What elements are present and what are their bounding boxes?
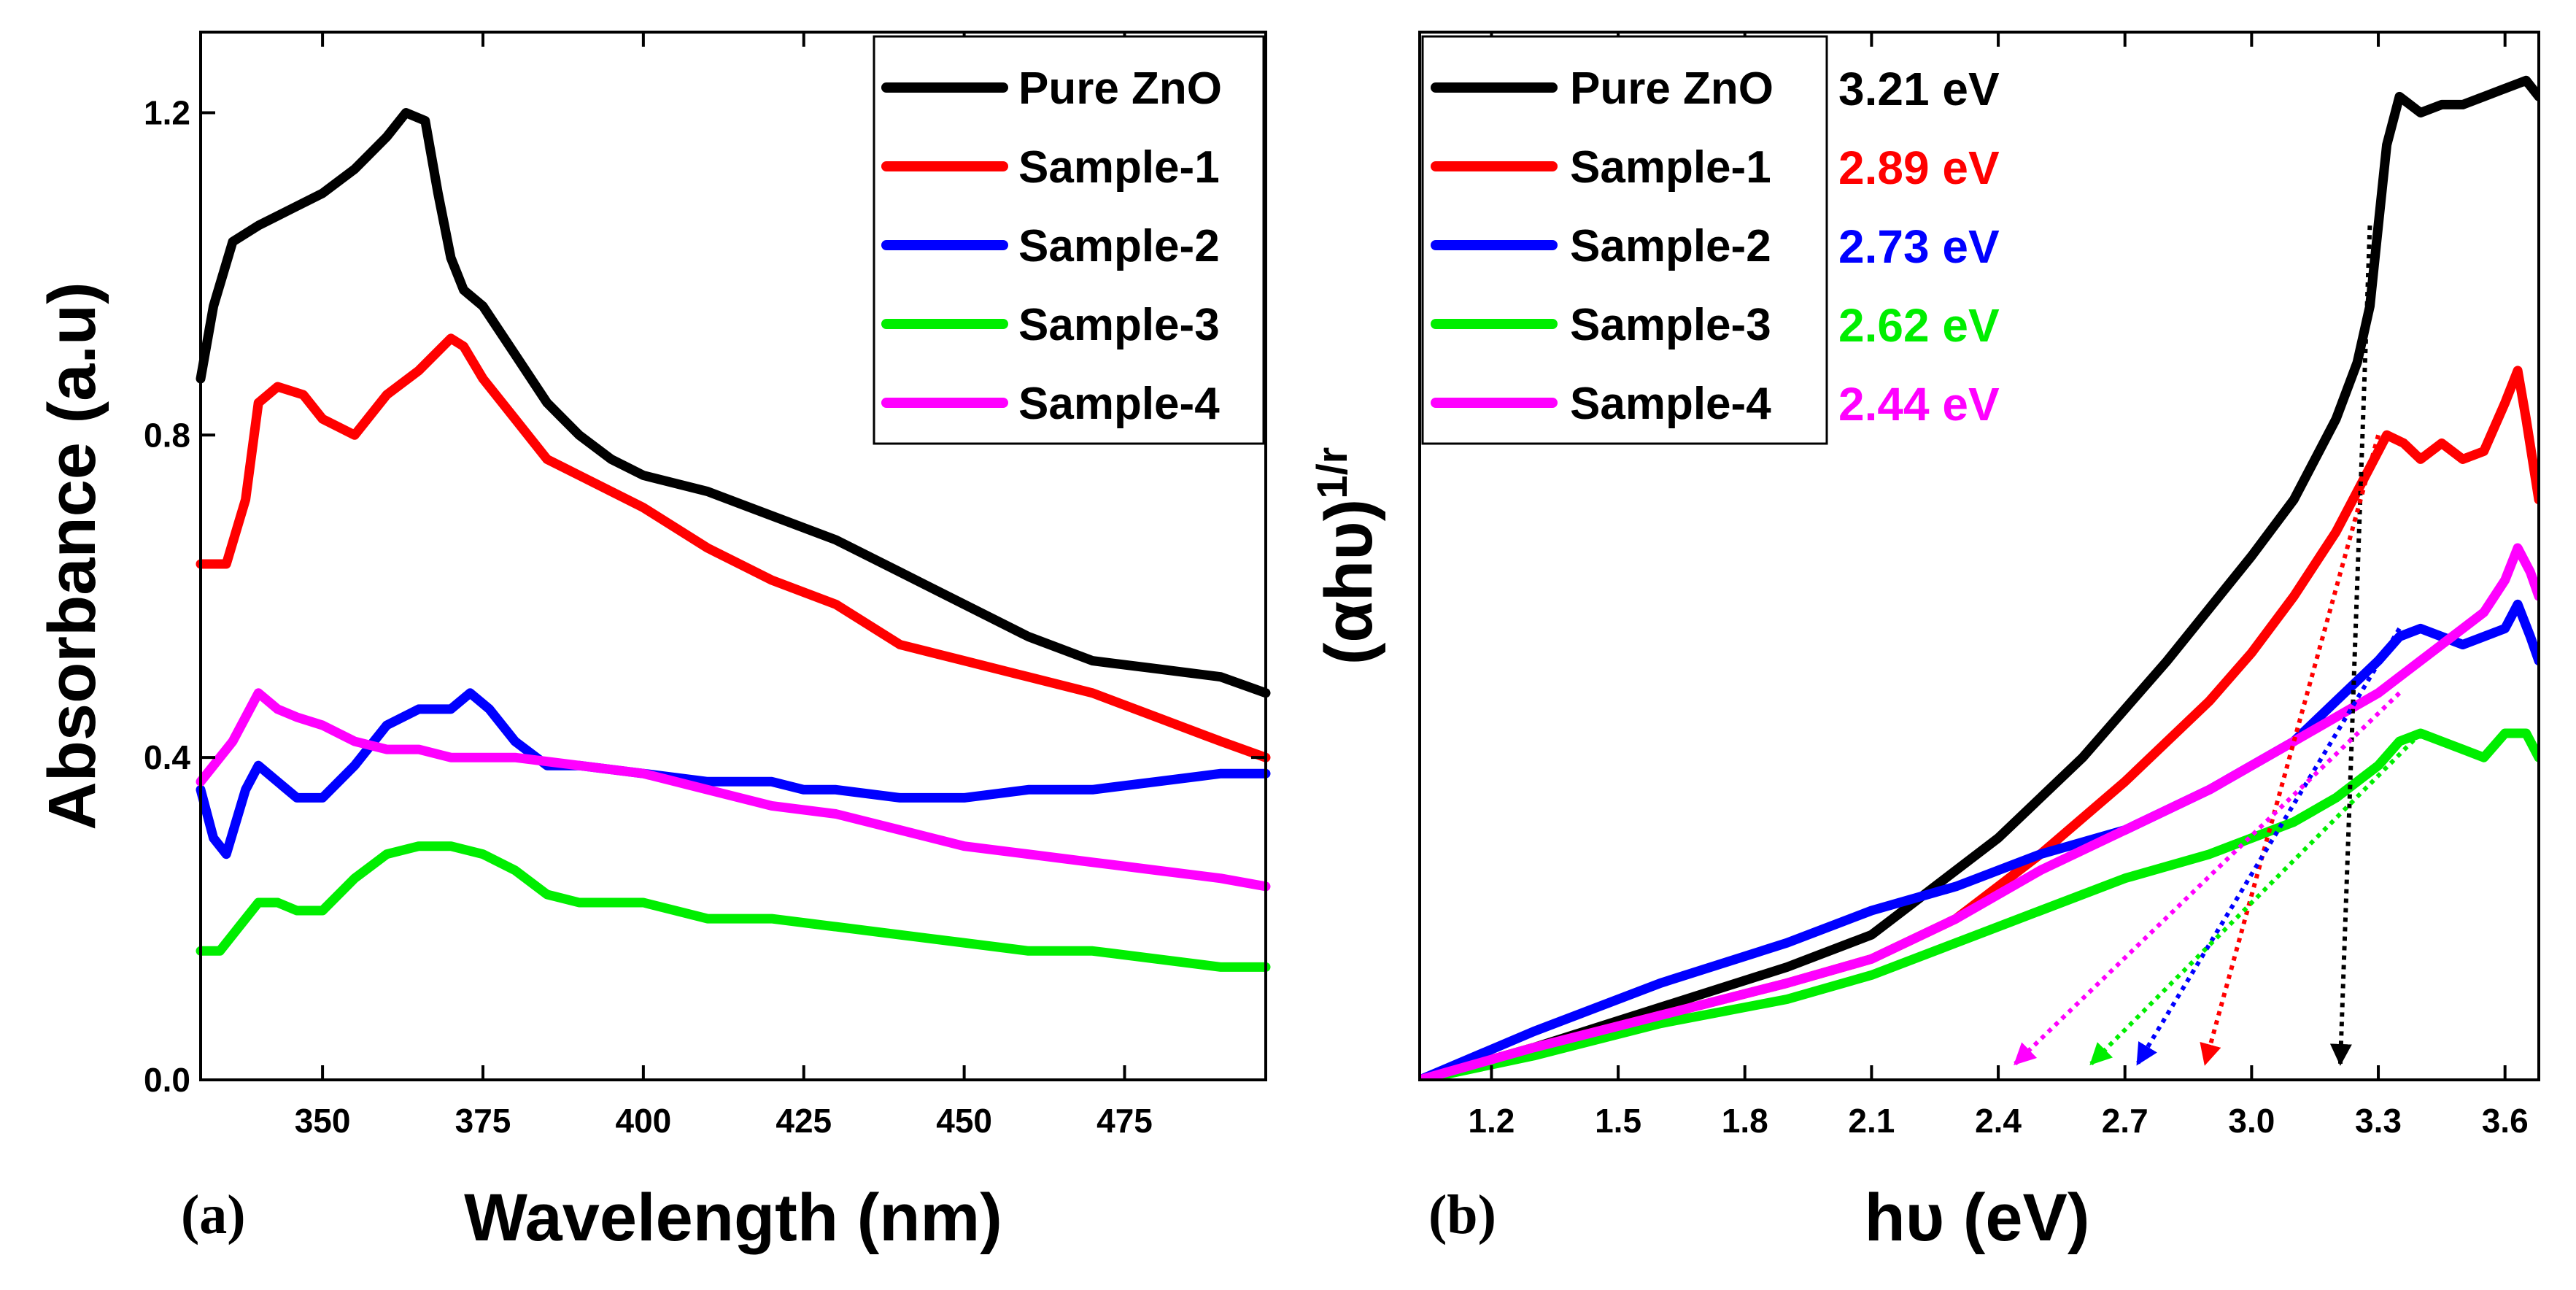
tangent-arrow-sample-3	[2089, 731, 2423, 1066]
panel-b-frame	[1418, 31, 2540, 1081]
x-tick-label: 1.2	[1468, 1102, 1515, 1140]
tangent-arrow-sample-2	[2135, 627, 2402, 1066]
y-tick-label: 1.2	[144, 93, 190, 131]
panel-b-ylabel-main: (αhυ)	[1312, 499, 1386, 665]
band-gap-label-sample-2: 2.73 eV	[1838, 220, 2000, 273]
band-gap-label-sample-4: 2.44 eV	[1838, 378, 2000, 430]
panel-a-frame	[199, 31, 1267, 1081]
panel-a-label: (a)	[181, 1184, 246, 1245]
y-tick-label: 0.0	[144, 1061, 190, 1099]
series-line-sample-3	[1420, 728, 2539, 1080]
legend-label-pure-zno: Pure ZnO	[1018, 63, 1222, 114]
series-line-pure-zno	[1420, 75, 2539, 1080]
x-tick-label: 425	[775, 1102, 832, 1140]
legend-label-sample-3: Sample-3	[1018, 300, 1220, 350]
x-tick-label: 400	[615, 1102, 671, 1140]
panel-b-tauc-plot: 1.2 1.5 1.8 2.1 2.4 2.7 3.0 3.3 3.6 Pure ZnO 3.21…	[1309, 31, 2540, 1255]
legend-label-pure-zno: Pure ZnO	[1570, 63, 1774, 114]
series-line-sample-4	[196, 688, 1271, 892]
x-tick-label: 3.3	[2355, 1102, 2402, 1140]
legend-label-sample-2: Sample-2	[1570, 221, 1771, 271]
series-line-sample-4	[1420, 543, 2539, 1080]
series-line-pure-zno	[196, 108, 1271, 698]
tangent-arrow-pure-zno	[2329, 225, 2372, 1066]
x-tick-label: 3.6	[2482, 1102, 2529, 1140]
legend-label-sample-2: Sample-2	[1018, 221, 1220, 271]
y-tick-label: 0.8	[144, 416, 190, 454]
series-line-sample-2	[1420, 599, 2539, 1080]
y-tick-label: 0.4	[144, 738, 190, 776]
tangent-arrow-sample-1	[2200, 434, 2380, 1066]
panel-b-legend: Pure ZnO 3.21 eV Sample-1 2.89 eV Sample-2 2.…	[1421, 35, 2000, 445]
series-line-sample-1	[1420, 366, 2539, 1080]
band-gap-label-sample-3: 2.62 eV	[1838, 299, 2000, 352]
series-line-sample-1	[196, 333, 1271, 762]
panel-b-label: (b)	[1428, 1184, 1496, 1245]
legend-label-sample-3: Sample-3	[1570, 300, 1771, 350]
legend-label-sample-4: Sample-4	[1018, 379, 1220, 429]
legend-label-sample-1: Sample-1	[1570, 142, 1771, 193]
series-line-sample-2	[196, 688, 1271, 860]
x-tick-label: 350	[295, 1102, 351, 1140]
band-gap-label-pure-zno: 3.21 eV	[1838, 63, 2000, 115]
panel-b-xlabel: hυ (eV)	[1864, 1181, 2089, 1255]
x-tick-label: 2.4	[1975, 1102, 2022, 1140]
x-tick-label: 475	[1096, 1102, 1153, 1140]
x-tick-label: 3.0	[2228, 1102, 2275, 1140]
x-tick-label: 1.8	[1722, 1102, 1768, 1140]
panel-b-ylabel: (αhυ)1/r	[1309, 447, 1386, 665]
panel-b-ylabel-superscript: 1/r	[1309, 447, 1356, 499]
x-tick-label: 2.7	[2102, 1102, 2148, 1140]
legend-label-sample-1: Sample-1	[1018, 142, 1220, 193]
legend-label-sample-4: Sample-4	[1570, 379, 1771, 429]
x-tick-label: 1.5	[1595, 1102, 1641, 1140]
panel-a-ylabel: Absorbance (a.u)	[35, 282, 109, 830]
x-tick-label: 450	[936, 1102, 992, 1140]
panel-a-legend: Pure ZnO Sample-1 Sample-2 Sample-3 Sample-4	[873, 35, 1265, 445]
panel-a-xlabel: Wavelength (nm)	[464, 1181, 1002, 1255]
x-tick-label: 2.1	[1848, 1102, 1895, 1140]
series-line-sample-3	[196, 841, 1271, 972]
x-tick-label: 375	[455, 1102, 511, 1140]
panel-a-absorbance-chart: 350 375 400 425 450 475 0.0 0.4 0.8 1.2 Pure ZnO S…	[35, 31, 1271, 1255]
band-gap-label-sample-1: 2.89 eV	[1838, 142, 2000, 194]
tangent-arrow-sample-4	[2014, 691, 2402, 1066]
